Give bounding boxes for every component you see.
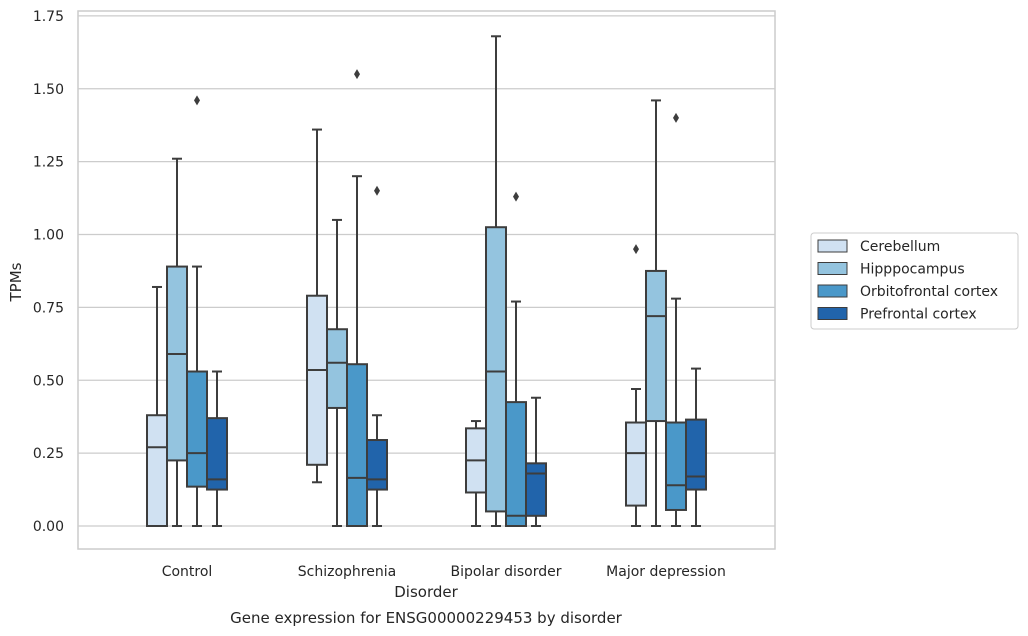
box-iqr xyxy=(665,421,687,511)
legend-swatch xyxy=(817,262,848,275)
outlier-point xyxy=(194,95,200,106)
legend-label: Hipppocampus xyxy=(860,262,965,278)
legend-frame xyxy=(810,232,1019,330)
box-iqr xyxy=(306,294,328,466)
box-iqr xyxy=(146,414,168,528)
legend-swatch xyxy=(817,307,848,320)
box-3-0 xyxy=(625,244,647,527)
box-iqr xyxy=(485,226,507,513)
outlier-point xyxy=(513,191,519,202)
x-axis-title: Disorder xyxy=(394,583,458,601)
box-2-1 xyxy=(485,35,507,527)
box-0-2 xyxy=(186,95,208,527)
y-tick-label: 1.75 xyxy=(33,9,64,25)
box-iqr xyxy=(505,401,527,527)
box-3-2 xyxy=(665,112,687,527)
box-series xyxy=(146,35,707,528)
box-iqr xyxy=(645,269,667,423)
legend: Cerebellum Hipppocampus Orbitofrontal cort… xyxy=(810,232,1019,330)
chart-title: Gene expression for ENSG00000229453 by d… xyxy=(230,609,623,627)
outlier-point xyxy=(633,244,639,255)
legend-swatch xyxy=(817,239,848,253)
box-1-2 xyxy=(346,69,368,527)
box-1-3 xyxy=(366,185,388,527)
outlier-point xyxy=(673,112,679,123)
box-iqr xyxy=(326,328,348,409)
box-iqr xyxy=(366,439,388,491)
plot-area-frame xyxy=(77,10,776,550)
y-tick-label: 0.25 xyxy=(33,446,64,462)
x-tick-label: Control xyxy=(162,564,213,580)
box-iqr xyxy=(166,265,188,462)
legend-swatch xyxy=(817,284,848,298)
box-iqr xyxy=(346,363,368,527)
box-1-0 xyxy=(306,128,328,484)
box-0-0 xyxy=(146,285,168,528)
y-tick-label: 0.00 xyxy=(33,519,64,535)
box-iqr xyxy=(206,417,228,491)
box-iqr xyxy=(625,421,647,507)
y-axis-title: TPMs xyxy=(7,262,25,302)
box-2-2 xyxy=(505,191,527,527)
outlier-point xyxy=(354,69,360,80)
box-0-1 xyxy=(166,157,188,527)
legend-label: Prefrontal cortex xyxy=(860,307,977,323)
x-tick-labels: Control Schizophrenia Bipolar disorder Majo… xyxy=(162,564,726,580)
box-2-0 xyxy=(465,420,487,527)
x-tick-label: Schizophrenia xyxy=(298,564,396,580)
legend-label: Orbitofrontal cortex xyxy=(860,284,998,300)
y-tick-label: 0.50 xyxy=(33,373,64,389)
y-tick-label: 0.75 xyxy=(33,300,64,316)
box-iqr xyxy=(186,370,208,488)
y-tick-label: 1.50 xyxy=(33,82,64,98)
y-tick-labels: 0.00 0.25 0.50 0.75 1.00 1.25 1.50 1.75 xyxy=(33,9,64,535)
y-tick-label: 1.25 xyxy=(33,155,64,171)
box-2-3 xyxy=(525,396,547,527)
outlier-point xyxy=(374,185,380,196)
box-iqr xyxy=(685,418,707,491)
x-tick-label: Major depression xyxy=(606,564,726,580)
box-3-1 xyxy=(645,99,667,527)
box-iqr xyxy=(525,462,547,517)
legend-label: Cerebellum xyxy=(860,239,940,255)
x-tick-label: Bipolar disorder xyxy=(450,564,561,580)
box-3-3 xyxy=(685,367,707,527)
box-0-3 xyxy=(206,370,228,527)
y-tick-label: 1.00 xyxy=(33,228,64,244)
box-1-1 xyxy=(326,218,348,527)
